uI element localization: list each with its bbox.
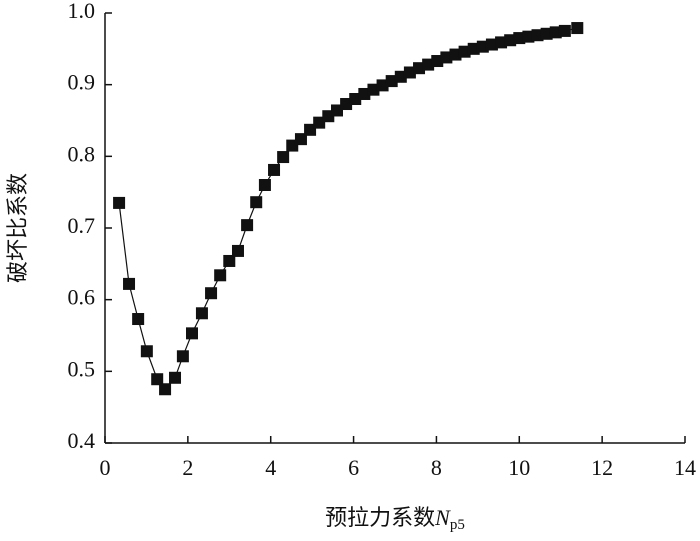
data-point [504,34,517,47]
data-point [558,24,571,37]
data-point [449,48,462,61]
data-point [376,79,389,92]
data-point [413,62,426,75]
data-point [331,104,343,117]
data-point [268,163,281,176]
data-point [540,27,553,40]
data-point [422,58,435,71]
data-point [349,93,362,105]
data-point [140,345,153,358]
data-point [440,51,453,64]
y-axis-title: 破坏比系数 [5,173,30,283]
data-point [403,66,416,79]
data-point [169,371,182,384]
data-point [340,98,353,111]
data-point [476,40,489,53]
x-tick-label: 14 [674,455,696,480]
data-point [186,327,198,340]
data-point [513,32,526,45]
data-point [485,38,498,51]
x-tick-label: 6 [348,455,359,480]
data-point [250,196,263,209]
x-tick-label: 10 [508,455,530,480]
data-point [367,83,380,96]
y-tick-label: 0.7 [68,213,96,238]
x-title-text: 预拉力系数 [325,505,435,530]
y-tick-label: 0.6 [68,285,96,310]
data-point [159,383,172,396]
data-point [431,55,444,68]
y-tick-label: 0.4 [68,428,96,453]
data-point [258,179,271,191]
x-tick-label: 2 [182,455,193,480]
data-point [304,123,317,136]
x-axis-title: 预拉力系数Np5 [325,505,465,533]
data-point [358,87,371,100]
data-point [132,313,145,326]
y-tick-label: 0.9 [68,70,96,95]
x-title-subscript: p5 [450,517,465,533]
data-point [522,30,535,43]
data-point [205,287,218,300]
data-point [394,70,407,83]
data-point [176,350,189,363]
data-point [195,307,208,320]
data-point [214,269,227,282]
data-point [277,151,290,164]
x-tick-label: 8 [431,455,442,480]
data-point [231,244,244,257]
data-point [223,254,236,267]
data-point [385,75,398,88]
data-point [294,133,307,146]
data-point [571,22,584,35]
data-point [241,219,254,232]
data-point [123,277,136,290]
data-point [495,36,508,49]
data-point [467,42,480,55]
y-tick-label: 1.0 [68,0,96,23]
x-tick-label: 0 [100,455,111,480]
y-tick-label: 0.5 [68,356,96,381]
data-point [458,45,471,58]
x-tick-label: 4 [265,455,276,480]
data-point [531,29,544,42]
x-tick-label: 12 [591,455,613,480]
data-point [549,26,562,39]
x-title-symbol: N [434,505,451,530]
y-tick-label: 0.8 [68,141,96,166]
data-point [313,116,326,129]
data-point [151,373,164,386]
data-point [113,196,126,209]
